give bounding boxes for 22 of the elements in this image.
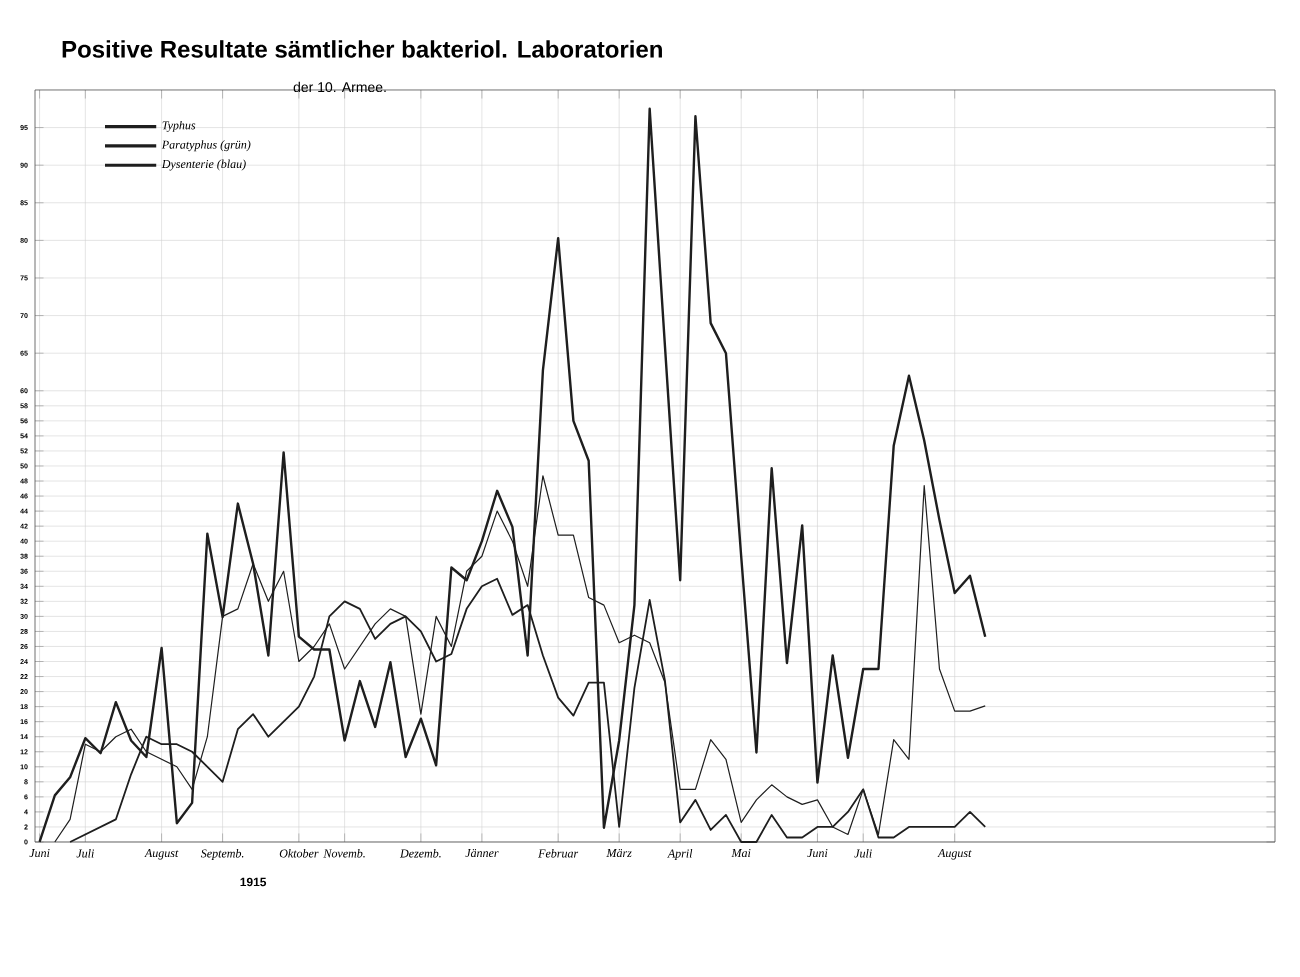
x-tick-label: August: [144, 849, 179, 860]
x-tick-label: Oktober: [279, 849, 319, 858]
x-tick-label: Novemb.: [323, 849, 365, 858]
line-series: [38, 107, 987, 844]
x-tick-label: April: [667, 849, 693, 860]
x-tick-label: Februar: [538, 849, 579, 858]
x-tick-label: Juli: [854, 849, 872, 858]
x-tick-label: Juli: [76, 849, 94, 858]
x-tick-label: März: [606, 849, 632, 858]
x-tick-label: August: [937, 849, 972, 860]
legend-label: Typhus: [162, 120, 196, 132]
text: 1915: [240, 877, 267, 887]
x-tick-label: Dezemb.: [399, 849, 441, 858]
x-tick-label: Mai: [731, 849, 751, 858]
x-tick-label: Juni: [29, 849, 50, 858]
legend-label: Dysenterie (blau): [161, 159, 246, 171]
legend-label: Paratyphus (grün): [161, 140, 251, 152]
x-tick-label: Jänner: [465, 849, 499, 858]
x-tick-label: Juni: [807, 849, 828, 858]
chart-subtitle: der 10. Armee.: [293, 81, 386, 93]
x-tick-label: Septemb.: [200, 849, 244, 860]
chart-title: Positive Resultate sämtlicher bakteriol. Laboratorien: [62, 40, 662, 58]
